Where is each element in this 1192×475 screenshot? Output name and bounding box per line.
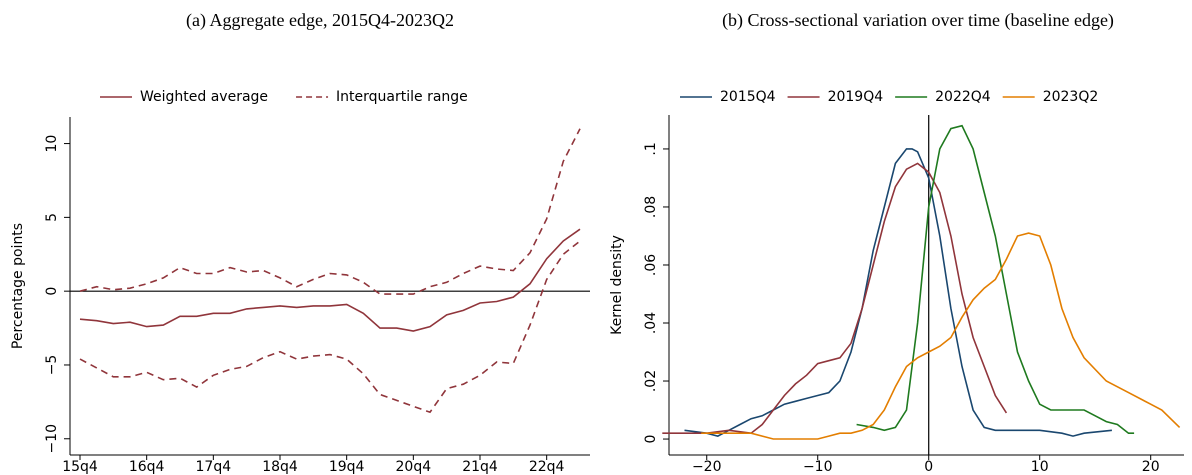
y-tick-label: 10 [44, 135, 60, 153]
y-tick-label: .04 [643, 312, 659, 334]
x-tick-label: 21q4 [462, 459, 498, 475]
density-line [662, 162, 1008, 435]
x-tick-label: 17q4 [196, 459, 232, 475]
x-tick-label: 22q4 [529, 459, 565, 475]
legend-label: 2022Q4 [935, 89, 991, 105]
y-tick-label: .08 [643, 196, 659, 218]
x-tick-label: 20q4 [396, 459, 432, 475]
x-tick-label: −10 [803, 459, 833, 475]
x-tick-label: 20 [1142, 459, 1160, 475]
density-line [856, 124, 1135, 434]
x-tick-label: 16q4 [129, 459, 165, 475]
y-tick-label: 0 [44, 287, 60, 296]
series-line [79, 228, 581, 332]
x-tick-label: 18q4 [262, 459, 298, 475]
x-tick-label: 10 [1031, 459, 1049, 475]
density-line [701, 232, 1181, 440]
x-tick-label: 19q4 [329, 459, 365, 475]
panel-title: (a) Aggregate edge, 2015Q4-2023Q2 [186, 10, 454, 31]
x-tick-label: 15q4 [62, 459, 98, 475]
legend-label: Weighted average [140, 89, 268, 105]
legend-label: 2019Q4 [828, 89, 884, 105]
y-tick-label: −10 [44, 424, 60, 454]
density-line [684, 148, 1112, 437]
legend-label: Interquartile range [336, 89, 468, 105]
y-tick-label: 0 [643, 435, 659, 444]
y-tick-label: −5 [44, 355, 60, 376]
y-axis-label: Kernel density [609, 235, 625, 335]
x-tick-label: 0 [924, 459, 933, 475]
legend-label: 2015Q4 [720, 89, 776, 105]
y-tick-label: .1 [643, 142, 659, 155]
y-tick-label: .06 [643, 254, 659, 276]
panel-title: (b) Cross-sectional variation over time … [722, 10, 1114, 31]
x-tick-label: −20 [692, 459, 722, 475]
y-tick-label: 5 [44, 213, 60, 222]
y-tick-label: .02 [643, 370, 659, 392]
series-line [79, 128, 581, 295]
legend-label: 2023Q2 [1043, 89, 1099, 105]
y-axis-label: Percentage points [10, 223, 26, 349]
series-line [79, 240, 581, 414]
